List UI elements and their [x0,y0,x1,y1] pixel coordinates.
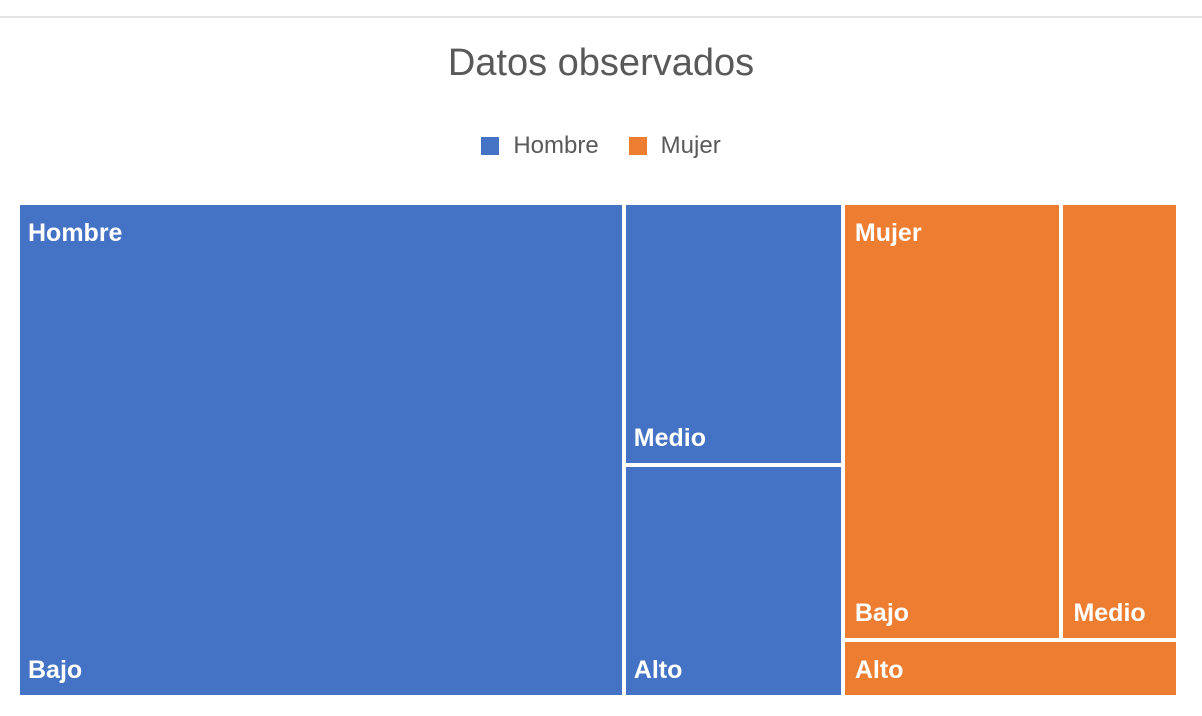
treemap-cell-hombre-medio [625,205,841,463]
legend-item-mujer: Mujer [628,132,721,160]
chart-title: Datos observados [447,42,755,84]
treemap-cell-mujer-medio [1063,205,1176,638]
treemap-label-hombre-medio: Medio [633,423,706,452]
chart-legend: Hombre Mujer [0,132,1202,160]
treemap-label-mujer-medio: Medio [1073,599,1146,627]
legend-swatch-mujer [628,137,647,155]
legend-item-hombre: Hombre [481,132,599,160]
treemap-cell-mujer-alto [844,642,1176,695]
legend-label-mujer: Mujer [660,132,721,159]
treemap-cell-hombre-bajo [20,205,622,695]
treemap-group-label-hombre: Hombre [28,219,123,247]
treemap-cell-hombre-alto [625,466,841,695]
treemap-label-mujer-alto: Alto [854,656,904,684]
legend-label-hombre: Hombre [513,132,599,159]
treemap-label-hombre-alto: Alto [633,656,683,684]
treemap-label-mujer-bajo: Bajo [854,599,910,627]
treemap-group-label-mujer: Mujer [854,219,922,247]
treemap-cell-mujer-bajo [844,205,1060,638]
treemap-label-hombre-bajo: Bajo [28,656,83,684]
top-divider [0,16,1202,18]
legend-swatch-hombre [481,137,500,155]
